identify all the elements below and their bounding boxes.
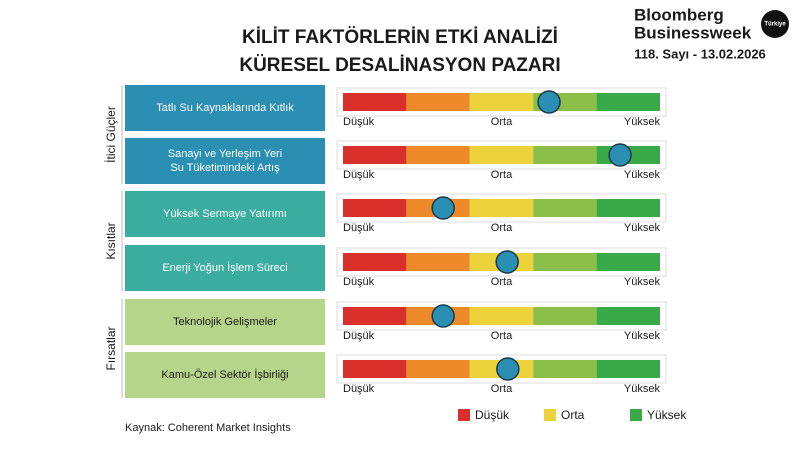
x-tick-label: Orta (491, 169, 513, 181)
legend-label: Düşük (475, 408, 510, 422)
x-tick-label: Düşük (343, 330, 375, 342)
scale-segment (343, 253, 407, 271)
impact-marker (608, 143, 632, 167)
factor-box (125, 138, 325, 184)
x-tick-label: Yüksek (624, 276, 661, 288)
factor-label-line: Sanayi ve Yerleşim Yeri (168, 148, 282, 160)
factor-label-line: Enerji Yoğun İşlem Süreci (162, 261, 287, 274)
scale-segment (596, 199, 660, 217)
bar-frame (336, 301, 667, 331)
factor-box (125, 245, 325, 291)
factor-box (125, 352, 325, 398)
scale-segment (343, 360, 407, 378)
factor-label-line: Yüksek Sermaye Yatırımı (163, 208, 287, 220)
x-tick-label: Düşük (343, 276, 375, 288)
scale-segment (533, 307, 597, 325)
bar-frame (336, 193, 667, 223)
x-tick-label: Yüksek (624, 222, 661, 234)
source: Kaynak: Coherent Market Insights (125, 422, 291, 434)
factor-label-line: Tatlı Su Kaynaklarında Kıtlık (156, 102, 294, 114)
x-tick-label: Yüksek (624, 116, 661, 128)
scale-segment (533, 146, 597, 164)
impact-marker (495, 250, 519, 274)
x-tick-label: Orta (491, 330, 513, 342)
x-tick-label: Orta (491, 116, 513, 128)
legend-label: Yüksek (647, 408, 687, 422)
scale-segment (406, 360, 470, 378)
scale-segment (533, 199, 597, 217)
scale-segment (469, 146, 534, 164)
x-tick-label: Düşük (343, 222, 375, 234)
scale-segment (596, 253, 660, 271)
scale-segment (533, 360, 597, 378)
x-tick-label: Yüksek (624, 330, 661, 342)
factor-label: Kamu-Özel Sektör İşbirliği (161, 368, 288, 381)
legend-label: Orta (561, 408, 585, 422)
brand-badge (761, 10, 789, 38)
brand-name: Businessweek (634, 23, 752, 42)
brand-name: Bloomberg (634, 5, 724, 24)
impact-marker (431, 304, 455, 328)
x-tick-label: Orta (491, 276, 513, 288)
chart-title: KÜRESEL DESALİNASYON PAZARI (239, 55, 560, 76)
chart-title: KİLİT FAKTÖRLERİN ETKİ ANALİZİ (242, 27, 558, 48)
factor-label-line: Teknolojik Gelişmeler (173, 316, 277, 328)
bar-frame (336, 247, 667, 277)
scale-segment (596, 360, 660, 378)
x-tick-label: Yüksek (624, 383, 661, 395)
legend-swatch (458, 409, 470, 421)
x-tick-label: Orta (491, 222, 513, 234)
scale-segment (469, 93, 534, 111)
factor-label: Enerji Yoğun İşlem Süreci (162, 261, 287, 274)
factor-box (125, 299, 325, 345)
factor-label: Yüksek Sermaye Yatırımı (163, 208, 287, 220)
scale-segment (596, 307, 660, 325)
bar-frame (336, 87, 667, 117)
scale-segment (343, 93, 407, 111)
factor-label: Sanayi ve Yerleşim Yeri Su Tüketimindeki … (168, 148, 282, 174)
group-label: Kısıtlar (104, 222, 118, 259)
factor-label: Teknolojik Gelişmeler (173, 316, 277, 328)
x-tick-label: Düşük (343, 116, 375, 128)
factor-box (125, 85, 325, 131)
x-tick-label: Orta (491, 383, 513, 395)
scale-segment (343, 307, 407, 325)
scale-segment (406, 146, 470, 164)
scale-segment (533, 253, 597, 271)
impact-marker (431, 196, 455, 220)
issue-date: 118. Sayı - 13.02.2026 (634, 46, 766, 61)
impact-marker (537, 90, 561, 114)
impact-marker (496, 357, 520, 381)
factor-label: Tatlı Su Kaynaklarında Kıtlık (156, 102, 294, 114)
scale-segment (406, 253, 470, 271)
scale-segment (406, 93, 470, 111)
scale-segment (343, 199, 407, 217)
scale-segment (469, 307, 534, 325)
group-label: İtici Güçler (104, 106, 118, 163)
bar-frame (336, 354, 667, 384)
group-label: Fırsatlar (104, 326, 118, 370)
brand-edition: Türkiye (764, 22, 786, 28)
scale-segment (469, 199, 534, 217)
legend-swatch (630, 409, 642, 421)
x-tick-label: Yüksek (624, 169, 661, 181)
scale-segment (596, 93, 660, 111)
x-tick-label: Düşük (343, 169, 375, 181)
scale-segment (343, 146, 407, 164)
legend-swatch (544, 409, 556, 421)
x-tick-label: Düşük (343, 383, 375, 395)
factor-label-line: Su Tüketimindeki Artış (170, 162, 280, 174)
factor-label-line: Kamu-Özel Sektör İşbirliği (161, 368, 288, 381)
bar-frame (336, 140, 667, 170)
factor-box (125, 191, 325, 237)
